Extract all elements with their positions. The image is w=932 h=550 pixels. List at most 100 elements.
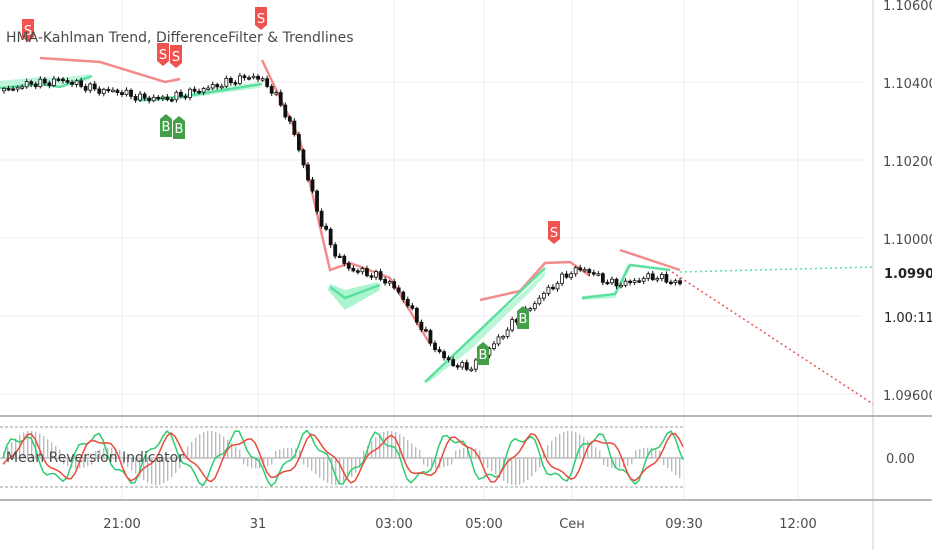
candle-body xyxy=(678,280,682,285)
candle-body xyxy=(6,88,11,91)
candle-body xyxy=(315,190,319,212)
histogram-bar xyxy=(527,458,529,481)
histogram-bar xyxy=(211,430,213,458)
price-tick-label: 1.10200 xyxy=(883,155,932,170)
candle-body xyxy=(324,225,329,230)
histogram-bar xyxy=(203,432,205,458)
histogram-bar xyxy=(411,443,413,458)
candle-body xyxy=(38,78,43,88)
candle-body xyxy=(551,286,555,290)
candle-body xyxy=(110,89,115,93)
histogram-bar xyxy=(11,442,13,458)
candle-body xyxy=(233,82,238,85)
candle-body xyxy=(351,267,356,272)
buy-signal-marker: B xyxy=(517,306,529,329)
candle-body xyxy=(473,359,478,370)
oscillator-title[interactable]: Mean Reversion Indicator xyxy=(6,450,184,466)
histogram-bar xyxy=(315,458,317,475)
oscillator-pane[interactable]: Mean Reversion Indicator 0.00 xyxy=(0,426,915,488)
histogram-bar xyxy=(83,458,85,468)
histogram-bar xyxy=(191,441,193,458)
candle-body xyxy=(301,149,306,166)
bearish-projection-line xyxy=(671,271,874,405)
histogram-bar xyxy=(515,458,517,486)
histogram-bar xyxy=(631,458,633,465)
candle-body xyxy=(333,244,338,257)
candle-body xyxy=(65,80,70,83)
histogram-bar xyxy=(371,441,373,458)
price-axis[interactable]: 1.10600 1.10400 1.10200 1.10000 1.09600 … xyxy=(883,0,932,404)
candle-body xyxy=(337,255,342,259)
candle-body xyxy=(287,116,292,122)
price-tick-label: 1.10000 xyxy=(883,233,932,248)
candle-body xyxy=(369,275,374,278)
candle-body xyxy=(52,78,56,86)
candle-body xyxy=(532,303,537,309)
buy-signal-marker: B xyxy=(477,342,489,365)
time-axis[interactable]: 21:00 31 03:00 05:00 Сен 09:30 12:00 xyxy=(103,517,816,532)
histogram-bar xyxy=(159,458,161,485)
price-candles xyxy=(2,72,682,373)
histogram-bar xyxy=(655,448,657,458)
candle-body xyxy=(505,329,510,337)
histogram-bar xyxy=(459,449,461,458)
candle-body xyxy=(600,273,605,283)
histogram-bar xyxy=(139,458,141,478)
signal-label: B xyxy=(479,348,488,363)
candle-body xyxy=(419,321,424,331)
candle-body xyxy=(29,81,34,85)
candle-body xyxy=(673,280,678,283)
histogram-bar xyxy=(491,458,493,472)
histogram-bar xyxy=(35,431,37,458)
histogram-bar xyxy=(179,458,181,469)
histogram-bar xyxy=(639,449,641,458)
indicator-title[interactable]: HMA-Kahlman Trend, DifferenceFilter & Tr… xyxy=(6,30,354,46)
candle-body xyxy=(569,273,574,278)
candle-body xyxy=(560,273,564,284)
candle-body xyxy=(97,88,102,94)
histogram-bar xyxy=(583,437,585,458)
histogram-bar xyxy=(503,458,505,481)
histogram-bar xyxy=(323,458,325,481)
candle-body xyxy=(151,96,156,102)
candle-body xyxy=(433,342,437,351)
histogram-bar xyxy=(251,458,253,468)
histogram-bar xyxy=(147,458,149,483)
candle-body xyxy=(537,297,542,305)
sell-signal-marker: S xyxy=(255,7,267,30)
histogram-bar xyxy=(31,430,33,458)
histogram-bar xyxy=(7,447,9,458)
histogram-bar xyxy=(167,458,169,481)
histogram-bar xyxy=(647,447,649,458)
histogram-bar xyxy=(327,458,329,483)
candle-body xyxy=(188,88,192,98)
candle-body xyxy=(210,84,215,89)
histogram-bar xyxy=(75,458,77,469)
histogram-bar xyxy=(255,458,257,469)
histogram-bar xyxy=(127,458,129,468)
signal-label: B xyxy=(175,122,184,137)
time-tick-label: Сен xyxy=(559,517,585,532)
histogram-bar xyxy=(523,458,525,483)
histogram-bar xyxy=(435,458,437,469)
bar-countdown-label: 1.00:11 xyxy=(884,311,932,326)
histogram-bar xyxy=(363,450,365,458)
candle-body xyxy=(669,281,673,284)
candle-body xyxy=(655,278,660,281)
candle-body xyxy=(215,84,220,88)
histogram-bar xyxy=(391,431,393,458)
candle-body xyxy=(179,91,183,97)
histogram-bar xyxy=(183,451,185,458)
histogram-bar xyxy=(331,458,333,485)
candle-body xyxy=(15,86,20,90)
signal-label: S xyxy=(24,24,32,39)
histogram-bar xyxy=(387,430,389,458)
histogram-bar xyxy=(431,458,433,468)
time-tick-label: 03:00 xyxy=(375,517,412,532)
oscillator-fast-line xyxy=(2,429,684,487)
candle-body xyxy=(74,80,79,85)
histogram-bar xyxy=(355,458,357,473)
time-tick-label: 21:00 xyxy=(103,517,140,532)
